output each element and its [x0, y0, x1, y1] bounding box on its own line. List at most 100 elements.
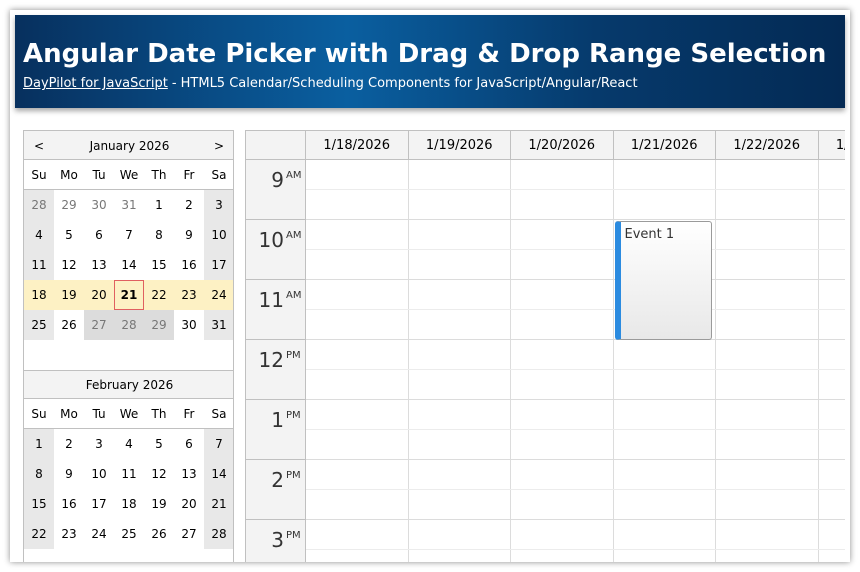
day-cell[interactable]: 12: [54, 250, 84, 280]
day-cell[interactable]: 22: [24, 519, 54, 549]
hour: 12: [258, 348, 284, 372]
day-cell[interactable]: 27: [84, 310, 114, 340]
day-name: Fr: [174, 160, 204, 190]
day-name: Su: [24, 160, 54, 190]
next-button[interactable]: >: [213, 138, 225, 153]
day-cell[interactable]: 11: [114, 459, 144, 489]
hour-suffix: PM: [286, 530, 301, 541]
hour-suffix: AM: [286, 170, 302, 181]
half-hour-line: [306, 249, 845, 250]
day-cell[interactable]: 6: [174, 429, 204, 459]
day-cell[interactable]: 13: [84, 250, 114, 280]
day-cell[interactable]: 28: [24, 190, 54, 220]
day-cell[interactable]: 8: [144, 220, 174, 250]
day-cell[interactable]: 10: [204, 220, 233, 250]
day-cell[interactable]: 2: [174, 190, 204, 220]
prev-button[interactable]: <: [33, 138, 45, 153]
day-cell[interactable]: 24: [204, 280, 233, 310]
column-line: [306, 160, 409, 562]
day-cell[interactable]: 23: [174, 280, 204, 310]
hour: 2: [271, 468, 284, 492]
day-cell[interactable]: 14: [114, 250, 144, 280]
day-cell[interactable]: 17: [84, 489, 114, 519]
day-cell[interactable]: 25: [24, 310, 54, 340]
hour-suffix: PM: [286, 410, 301, 421]
day-cell[interactable]: 18: [114, 489, 144, 519]
day-cell[interactable]: 25: [114, 519, 144, 549]
day-name: We: [114, 160, 144, 190]
day-cell[interactable]: 13: [174, 459, 204, 489]
day-cell[interactable]: 29: [54, 190, 84, 220]
day-cell[interactable]: 16: [174, 250, 204, 280]
hour-suffix: AM: [286, 230, 302, 241]
day-cell[interactable]: 4: [24, 220, 54, 250]
column-header: 1/20/2026: [511, 131, 614, 160]
day-name: Tu: [84, 160, 114, 190]
half-hour-line: [306, 429, 845, 430]
day-cell[interactable]: 5: [144, 429, 174, 459]
event[interactable]: Event 1: [614, 221, 712, 340]
hour-suffix: AM: [286, 290, 302, 301]
day-cell[interactable]: 8: [24, 459, 54, 489]
link[interactable]: DayPilot for JavaScript: [23, 76, 168, 91]
row-header: [246, 220, 306, 280]
day-cell[interactable]: 26: [54, 310, 84, 340]
day-cell[interactable]: 15: [24, 489, 54, 519]
day-cell[interactable]: 29: [144, 310, 174, 340]
day-cell[interactable]: 4: [114, 429, 144, 459]
day-cell[interactable]: 19: [144, 489, 174, 519]
day-cell[interactable]: 24: [84, 519, 114, 549]
day-cell[interactable]: 20: [174, 489, 204, 519]
day-cell[interactable]: 20: [84, 280, 114, 310]
day-cell[interactable]: 31: [114, 190, 144, 220]
day-cell[interactable]: 9: [174, 220, 204, 250]
day-cell[interactable]: 17: [204, 250, 233, 280]
column-header: 1/18/2026: [306, 131, 409, 160]
day-cell[interactable]: 7: [204, 429, 233, 459]
day-cell[interactable]: 21: [114, 280, 144, 310]
day-cell[interactable]: 27: [174, 519, 204, 549]
day-cell[interactable]: 1: [24, 429, 54, 459]
day-cell[interactable]: 10: [84, 459, 114, 489]
day-cell[interactable]: 28: [204, 519, 233, 549]
column-header: 1/19/2026: [408, 131, 511, 160]
hour: 10: [258, 228, 284, 252]
day-name: Mo: [54, 399, 84, 429]
column-line: [819, 160, 846, 562]
event-text: Event 1: [624, 227, 675, 242]
day-cell[interactable]: 28: [114, 310, 144, 340]
day-cell[interactable]: 5: [54, 220, 84, 250]
day-cell[interactable]: 30: [174, 310, 204, 340]
day-name: Th: [144, 160, 174, 190]
day-cell[interactable]: 31: [204, 310, 233, 340]
day-cell[interactable]: 1: [144, 190, 174, 220]
day-cell[interactable]: 15: [144, 250, 174, 280]
day-cell[interactable]: 3: [84, 429, 114, 459]
day-name: We: [114, 399, 144, 429]
day-cell[interactable]: 2: [54, 429, 84, 459]
hour-suffix: PM: [286, 470, 301, 481]
day-cell[interactable]: 3: [204, 190, 233, 220]
day-cell[interactable]: 12: [144, 459, 174, 489]
day-cell[interactable]: 9: [54, 459, 84, 489]
day-cell[interactable]: 19: [54, 280, 84, 310]
day-cell[interactable]: 30: [84, 190, 114, 220]
half-hour-line: [306, 309, 845, 310]
day-cell[interactable]: 23: [54, 519, 84, 549]
day-cell[interactable]: 26: [144, 519, 174, 549]
day-cell[interactable]: 11: [24, 250, 54, 280]
day-cell[interactable]: 14: [204, 459, 233, 489]
day-cell[interactable]: 6: [84, 220, 114, 250]
corner: [246, 131, 306, 160]
day-name: Fr: [174, 399, 204, 429]
title: Angular Date Picker with Drag & Drop Ran…: [23, 39, 827, 69]
half-hour-line: [306, 549, 845, 550]
day-cell[interactable]: 21: [204, 489, 233, 519]
day-cell[interactable]: 7: [114, 220, 144, 250]
half-hour-line: [306, 369, 845, 370]
day-name: Tu: [84, 399, 114, 429]
day-cell[interactable]: 16: [54, 489, 84, 519]
hour: 9: [271, 168, 284, 192]
day-cell[interactable]: 22: [144, 280, 174, 310]
day-cell[interactable]: 18: [24, 280, 54, 310]
